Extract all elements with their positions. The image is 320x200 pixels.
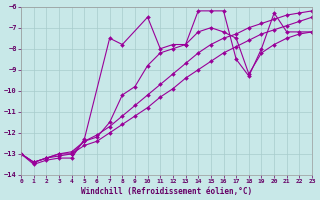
- X-axis label: Windchill (Refroidissement éolien,°C): Windchill (Refroidissement éolien,°C): [81, 187, 252, 196]
